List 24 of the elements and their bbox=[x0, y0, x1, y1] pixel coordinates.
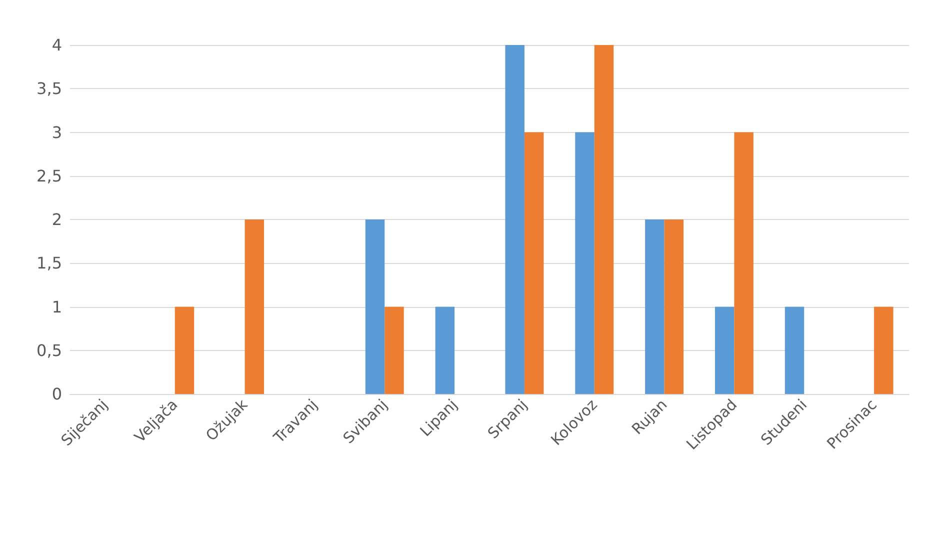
bar bbox=[365, 220, 385, 394]
y-tick-label: 0,5 bbox=[36, 340, 62, 360]
y-tick-label: 2 bbox=[52, 210, 62, 229]
bar bbox=[664, 220, 684, 394]
y-tick-label: 3 bbox=[52, 122, 62, 142]
bar bbox=[575, 132, 594, 394]
y-tick-label: 3,5 bbox=[36, 79, 62, 98]
y-tick-label: 2,5 bbox=[36, 166, 62, 186]
bar bbox=[784, 306, 804, 394]
bar bbox=[714, 306, 734, 394]
bar bbox=[435, 306, 455, 394]
bar bbox=[524, 132, 544, 394]
bar bbox=[594, 45, 614, 394]
bar bbox=[874, 306, 894, 394]
y-tick-label: 1,5 bbox=[36, 254, 62, 273]
bar bbox=[384, 306, 404, 394]
bar bbox=[244, 220, 264, 394]
bar bbox=[174, 306, 194, 394]
y-tick-label: 0 bbox=[52, 384, 62, 404]
y-tick-label: 1 bbox=[52, 297, 62, 316]
bar bbox=[645, 220, 664, 394]
bar bbox=[734, 132, 754, 394]
bar bbox=[505, 45, 524, 394]
y-tick-label: 4 bbox=[52, 36, 62, 54]
